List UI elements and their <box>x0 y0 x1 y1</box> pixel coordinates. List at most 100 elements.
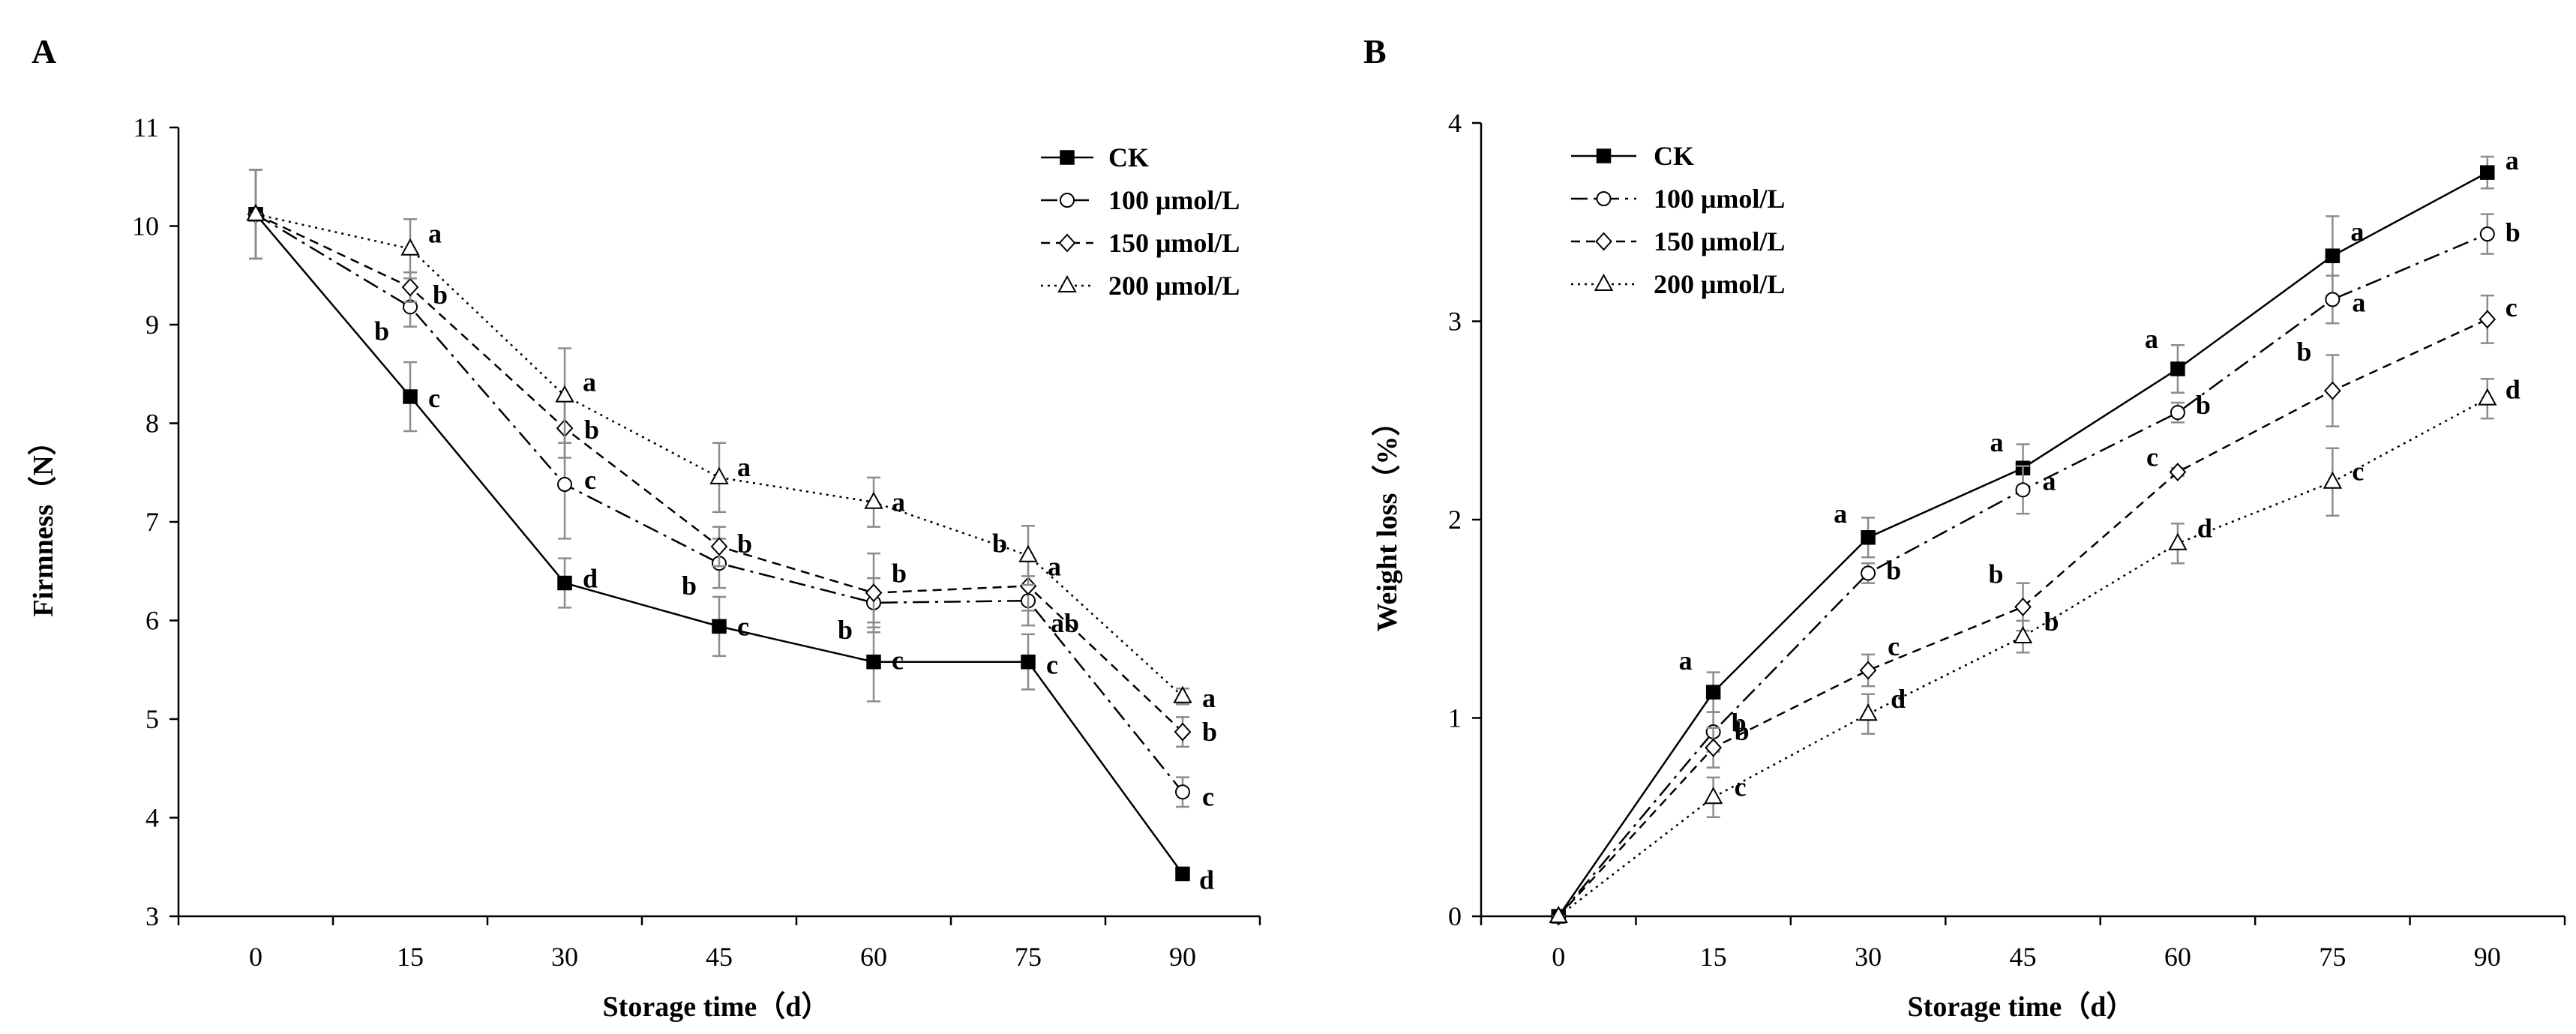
significance-letter: b <box>374 316 389 346</box>
panel-a-x-tick-label: 0 <box>249 942 262 972</box>
panel-a-y-tick-label: 7 <box>145 507 159 537</box>
data-point <box>2324 381 2341 400</box>
significance-letter: a <box>1679 646 1693 676</box>
panel-a-y-axis-title: Firmness（N） <box>28 427 59 616</box>
panel-b-y-tick-label: 1 <box>1448 703 1462 733</box>
panel-b-label: B <box>1363 32 1387 70</box>
panel-b-y-tick-label: 2 <box>1448 505 1462 535</box>
data-point <box>2168 532 2188 550</box>
panel-a-label: A <box>31 32 56 70</box>
panel-b-y-tick-label: 0 <box>1448 901 1462 931</box>
legend-entry: 200 μmol/L <box>1571 269 1785 299</box>
significance-letter: a <box>2145 324 2158 354</box>
data-point <box>710 537 728 556</box>
panel-b-axes: 0 1 2 3 4 0 15 30 45 60 75 90 Storage time（d） Weight … <box>1372 108 2566 1023</box>
data-point <box>557 575 572 591</box>
significance-letter: d <box>2197 514 2212 544</box>
data-point <box>2325 292 2341 307</box>
panel-b-weight-loss-chart: B 0 1 2 3 4 0 15 30 45 60 75 90 Storage time（d） Weigh… <box>1363 32 2566 1023</box>
data-point <box>2014 597 2032 616</box>
panel-b-legend: CK 100 μmol/L 150 μmol/L 200 μmol/L <box>1571 141 1785 299</box>
data-point <box>2478 388 2497 406</box>
legend-marker <box>1060 193 1075 208</box>
panel-b-x-tick-label: 30 <box>1855 942 1882 972</box>
legend-marker <box>1060 150 1075 165</box>
panel-b-series-0: a a a a a a <box>1551 145 2519 924</box>
data-point <box>1705 685 1721 700</box>
significance-letter: a <box>2506 145 2519 175</box>
data-point <box>1175 784 1190 800</box>
data-point <box>2170 361 2185 376</box>
data-point <box>246 203 265 221</box>
legend-label: CK <box>1654 141 1694 171</box>
data-point <box>865 583 883 603</box>
significance-letter: b <box>1988 559 2003 589</box>
legend-marker <box>1594 273 1614 291</box>
significance-letter: a <box>1834 499 1847 529</box>
data-point <box>2015 482 2031 498</box>
significance-letter: a <box>2350 217 2364 247</box>
panel-a-y-tick-label: 9 <box>145 310 159 340</box>
panel-a-x-tick-label: 60 <box>860 942 887 972</box>
legend-entry: CK <box>1571 141 1694 171</box>
significance-letter: a <box>2043 466 2056 496</box>
data-point <box>555 385 574 403</box>
data-point <box>2013 625 2033 644</box>
significance-letter: c <box>1735 772 1747 802</box>
panel-a-y-tick-label: 10 <box>132 211 159 241</box>
data-point <box>403 389 418 404</box>
panel-a-legend: CK 100 μmol/L 150 μmol/L 200 μmol/L <box>1041 142 1240 301</box>
panel-a-x-tick-label: 15 <box>397 942 424 972</box>
legend-label: 200 μmol/L <box>1654 269 1785 299</box>
data-point <box>1549 905 1568 923</box>
data-point <box>1861 530 1876 545</box>
data-point <box>2325 248 2341 263</box>
significance-letter: a <box>737 452 751 482</box>
panel-a-x-axis-title: Storage time（d） <box>603 991 830 1023</box>
legend-label: 150 μmol/L <box>1654 226 1785 256</box>
significance-letter: ab <box>1051 608 1079 638</box>
series-line <box>1558 232 2488 917</box>
panel-b-x-tick-label: 0 <box>1552 942 1565 972</box>
data-point <box>2479 310 2497 329</box>
legend-marker <box>1058 233 1076 253</box>
data-point <box>401 277 419 297</box>
legend-label: 100 μmol/L <box>1108 185 1240 215</box>
data-point <box>400 238 420 256</box>
legend-label: 200 μmol/L <box>1108 271 1240 301</box>
panel-b-x-tick-label: 15 <box>1700 942 1727 972</box>
legend-label: CK <box>1108 142 1149 172</box>
panel-a-y-tick-label: 4 <box>145 803 159 833</box>
panel-a-x-tick-label: 90 <box>1169 942 1196 972</box>
panel-b-x-tick-label: 75 <box>2319 942 2346 972</box>
legend-entry: 100 μmol/L <box>1041 185 1240 215</box>
panel-a-y-tick-label: 6 <box>145 606 159 636</box>
significance-letter: b <box>838 615 853 645</box>
significance-letter: c <box>737 611 749 641</box>
panel-b-x-tick-label: 90 <box>2474 942 2501 972</box>
significance-letter: a <box>1990 427 2004 457</box>
significance-letter: b <box>2044 607 2059 637</box>
data-point <box>1019 576 1037 595</box>
panel-b-x-tick-label: 45 <box>2010 942 2037 972</box>
legend-marker <box>1596 191 1612 206</box>
panel-a-series-0: c d c c c d <box>248 169 1214 895</box>
panel-b-x-axis-title: Storage time（d） <box>1908 991 2135 1023</box>
legend-label: 150 μmol/L <box>1108 228 1240 258</box>
significance-letter: c <box>1046 650 1058 680</box>
significance-letter: b <box>737 529 752 559</box>
data-point <box>709 466 729 484</box>
significance-letter: c <box>584 465 596 495</box>
legend-label: 100 μmol/L <box>1654 184 1785 214</box>
significance-letter: b <box>2506 217 2521 247</box>
legend-entry: 200 μmol/L <box>1041 271 1240 301</box>
panel-a-x-tick-label: 75 <box>1015 942 1042 972</box>
data-point <box>1859 661 1877 680</box>
